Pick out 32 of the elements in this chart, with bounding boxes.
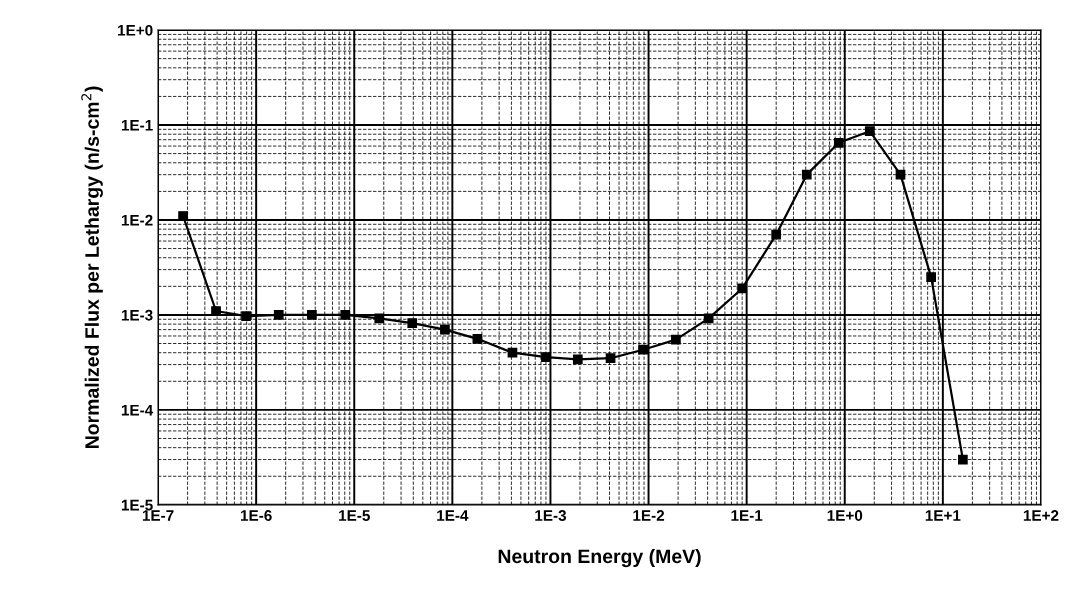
x-tick-label: 1E+1 xyxy=(925,510,961,521)
point xyxy=(671,334,681,345)
point xyxy=(703,313,714,324)
point xyxy=(374,313,385,324)
point xyxy=(440,324,450,335)
point xyxy=(605,353,616,364)
x-tick-label: 1E-6 xyxy=(240,510,272,521)
y-tick-label: 1E-2 xyxy=(121,214,153,226)
y-axis-title: Normalized Flux per Lethargy (n/s-cm$^{2}$) xyxy=(81,86,103,449)
y-tick-label: 1E-4 xyxy=(121,404,154,416)
x-tick-label: 1E-4 xyxy=(437,510,469,521)
x-tick-label: 1E+2 xyxy=(1023,510,1059,521)
y-tick-label: 1E+0 xyxy=(118,24,153,36)
point xyxy=(340,310,351,320)
x-tick-label: 1E-5 xyxy=(339,510,370,521)
x-tick-label: 1E-3 xyxy=(535,510,567,521)
point xyxy=(572,354,583,365)
point xyxy=(507,347,518,358)
x-axis-title: Neutron Energy (MeV) xyxy=(498,548,701,568)
x-tick-label: 1E-1 xyxy=(731,510,763,521)
point xyxy=(472,333,483,344)
point xyxy=(833,137,844,148)
y-tick-label: 1E-5 xyxy=(121,499,153,511)
y-tick-label: 1E-3 xyxy=(121,309,153,321)
point xyxy=(638,344,648,355)
point xyxy=(407,318,418,328)
x-tick-label: 1E+0 xyxy=(827,510,863,521)
x-tick-label: 1E-7 xyxy=(142,510,174,521)
point xyxy=(541,352,551,362)
x-tick-label: 1E-2 xyxy=(633,510,665,521)
point xyxy=(801,169,812,180)
y-tick-label: 1E-1 xyxy=(121,120,153,131)
